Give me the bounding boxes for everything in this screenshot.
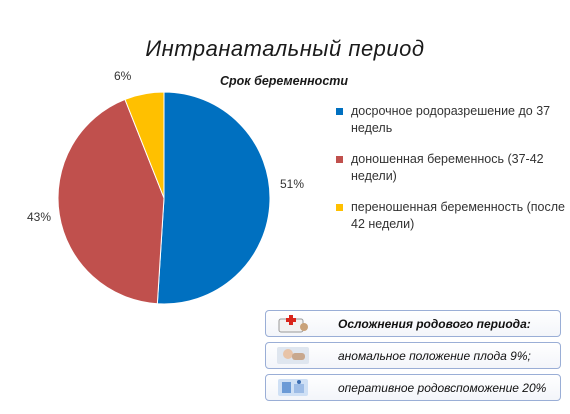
pie-slice-postterm xyxy=(124,91,165,199)
legend-item-preterm: досрочное родоразрешение до 37 недель xyxy=(336,103,566,137)
pie-slice-preterm xyxy=(156,91,271,305)
complication-box-1: аномальное положение плода 9%; xyxy=(265,342,561,369)
complication-box-2: оперативное родовспоможение 20% xyxy=(265,374,561,401)
legend-swatch-postterm xyxy=(336,204,343,211)
medical-equipment-icon xyxy=(276,377,310,398)
legend-item-postterm: переношенная беременность (после 42 неде… xyxy=(336,199,566,233)
page-title: Интранатальный период xyxy=(145,36,425,61)
legend-label-term: доношенная беременнось (37-42 недели) xyxy=(351,152,544,183)
pie-label-postterm: 6% xyxy=(114,69,132,83)
medical-kit-icon xyxy=(276,313,310,334)
complications-header-box: Осложнения родового периода: xyxy=(265,310,561,337)
complication-item-2: оперативное родовспоможение 20% xyxy=(338,380,547,395)
complication-item-1: аномальное положение плода 9%; xyxy=(338,348,531,363)
legend-item-term: доношенная беременнось (37-42 недели) xyxy=(336,151,566,185)
pie-label-preterm: 51% xyxy=(280,177,305,191)
pie-label-term: 43% xyxy=(27,210,52,224)
chart-title: Срок беременности xyxy=(220,74,349,88)
baby-icon xyxy=(276,345,310,366)
complications-header: Осложнения родового периода: xyxy=(338,316,531,331)
legend-label-preterm: досрочное родоразрешение до 37 недель xyxy=(351,104,551,135)
pie-slice-term xyxy=(57,98,165,305)
legend-swatch-term xyxy=(336,156,343,163)
chart-legend: досрочное родоразрешение до 37 недель до… xyxy=(336,103,566,247)
legend-label-postterm: переношенная беременность (после 42 неде… xyxy=(351,200,565,231)
legend-swatch-preterm xyxy=(336,108,343,115)
